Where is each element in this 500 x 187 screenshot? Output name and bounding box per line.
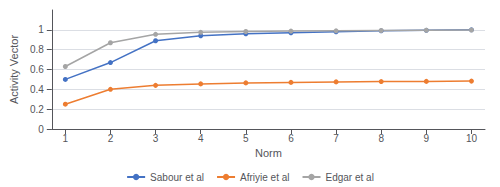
svg-text:0.6: 0.6 [30, 64, 44, 75]
svg-text:6: 6 [288, 133, 294, 144]
svg-text:1: 1 [63, 133, 69, 144]
svg-text:7: 7 [333, 133, 339, 144]
svg-text:0.2: 0.2 [30, 104, 44, 115]
svg-text:Afriyie et al: Afriyie et al [240, 172, 289, 183]
svg-text:Norm: Norm [255, 147, 282, 159]
svg-text:Edgar et al: Edgar et al [326, 172, 374, 183]
svg-text:4: 4 [198, 133, 204, 144]
svg-text:3: 3 [153, 133, 159, 144]
svg-text:0.8: 0.8 [30, 44, 44, 55]
svg-text:9: 9 [424, 133, 430, 144]
svg-text:Activity Vector: Activity Vector [8, 35, 20, 104]
svg-text:8: 8 [378, 133, 384, 144]
svg-text:10: 10 [466, 133, 478, 144]
svg-text:2: 2 [108, 133, 114, 144]
svg-text:0.4: 0.4 [30, 84, 44, 95]
svg-text:5: 5 [243, 133, 249, 144]
svg-text:1: 1 [38, 24, 44, 35]
svg-text:0: 0 [38, 124, 44, 135]
svg-text:Sabour et al: Sabour et al [150, 172, 204, 183]
